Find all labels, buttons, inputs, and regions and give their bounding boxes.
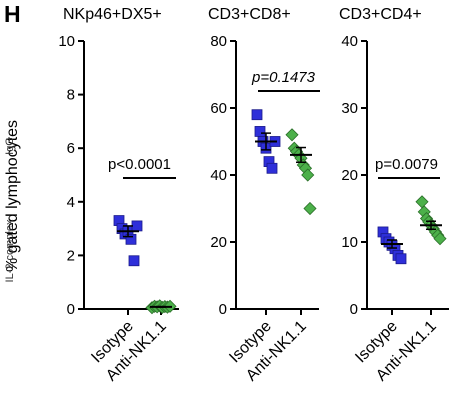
y-tick-label: 6 bbox=[67, 140, 75, 157]
data-point-isotype bbox=[128, 255, 140, 267]
data-point-isotype bbox=[125, 233, 137, 245]
data-point-anti-nk11 bbox=[433, 232, 447, 246]
y-tick-label: 0 bbox=[350, 301, 358, 318]
y-tick-label: 40 bbox=[210, 167, 227, 184]
panel-title-cd4: CD3+CD4+ bbox=[339, 6, 422, 23]
data-point-isotype bbox=[266, 162, 278, 174]
data-point-isotype bbox=[251, 109, 263, 121]
y-tick-label: 0 bbox=[67, 301, 75, 318]
p-value-label: p=0.0079 bbox=[375, 156, 438, 173]
y-tick-label: 60 bbox=[210, 100, 227, 117]
data-point-isotype bbox=[254, 126, 266, 137]
p-value-label: p=0.1473 bbox=[251, 69, 316, 86]
panel-title-nk: NKp46+DX5+ bbox=[63, 6, 162, 23]
y-tick-label: 20 bbox=[341, 167, 358, 184]
panel-letter: H bbox=[4, 1, 21, 27]
y-tick-label: 80 bbox=[210, 33, 227, 50]
data-point-anti-nk11 bbox=[415, 195, 429, 209]
y-tick-label: 40 bbox=[341, 33, 358, 50]
data-point-isotype bbox=[395, 253, 407, 265]
y-tick-label: 2 bbox=[67, 247, 75, 264]
p-value-label: p<0.0001 bbox=[108, 156, 171, 173]
y-tick-label: 10 bbox=[341, 234, 358, 251]
y-tick-label: 30 bbox=[341, 100, 358, 117]
y-tick-label: 20 bbox=[210, 234, 227, 251]
data-point-anti-nk11 bbox=[301, 168, 315, 182]
y-tick-label: 10 bbox=[58, 33, 75, 50]
data-point-anti-nk11 bbox=[285, 128, 299, 142]
data-point-anti-nk11 bbox=[303, 201, 317, 216]
y-tick-label: 0 bbox=[219, 301, 227, 318]
y-tick-label: 4 bbox=[67, 194, 75, 211]
y-tick-label: 8 bbox=[67, 87, 75, 104]
panel-title-cd8: CD3+CD8+ bbox=[208, 6, 291, 23]
data-point-isotype bbox=[131, 220, 143, 232]
